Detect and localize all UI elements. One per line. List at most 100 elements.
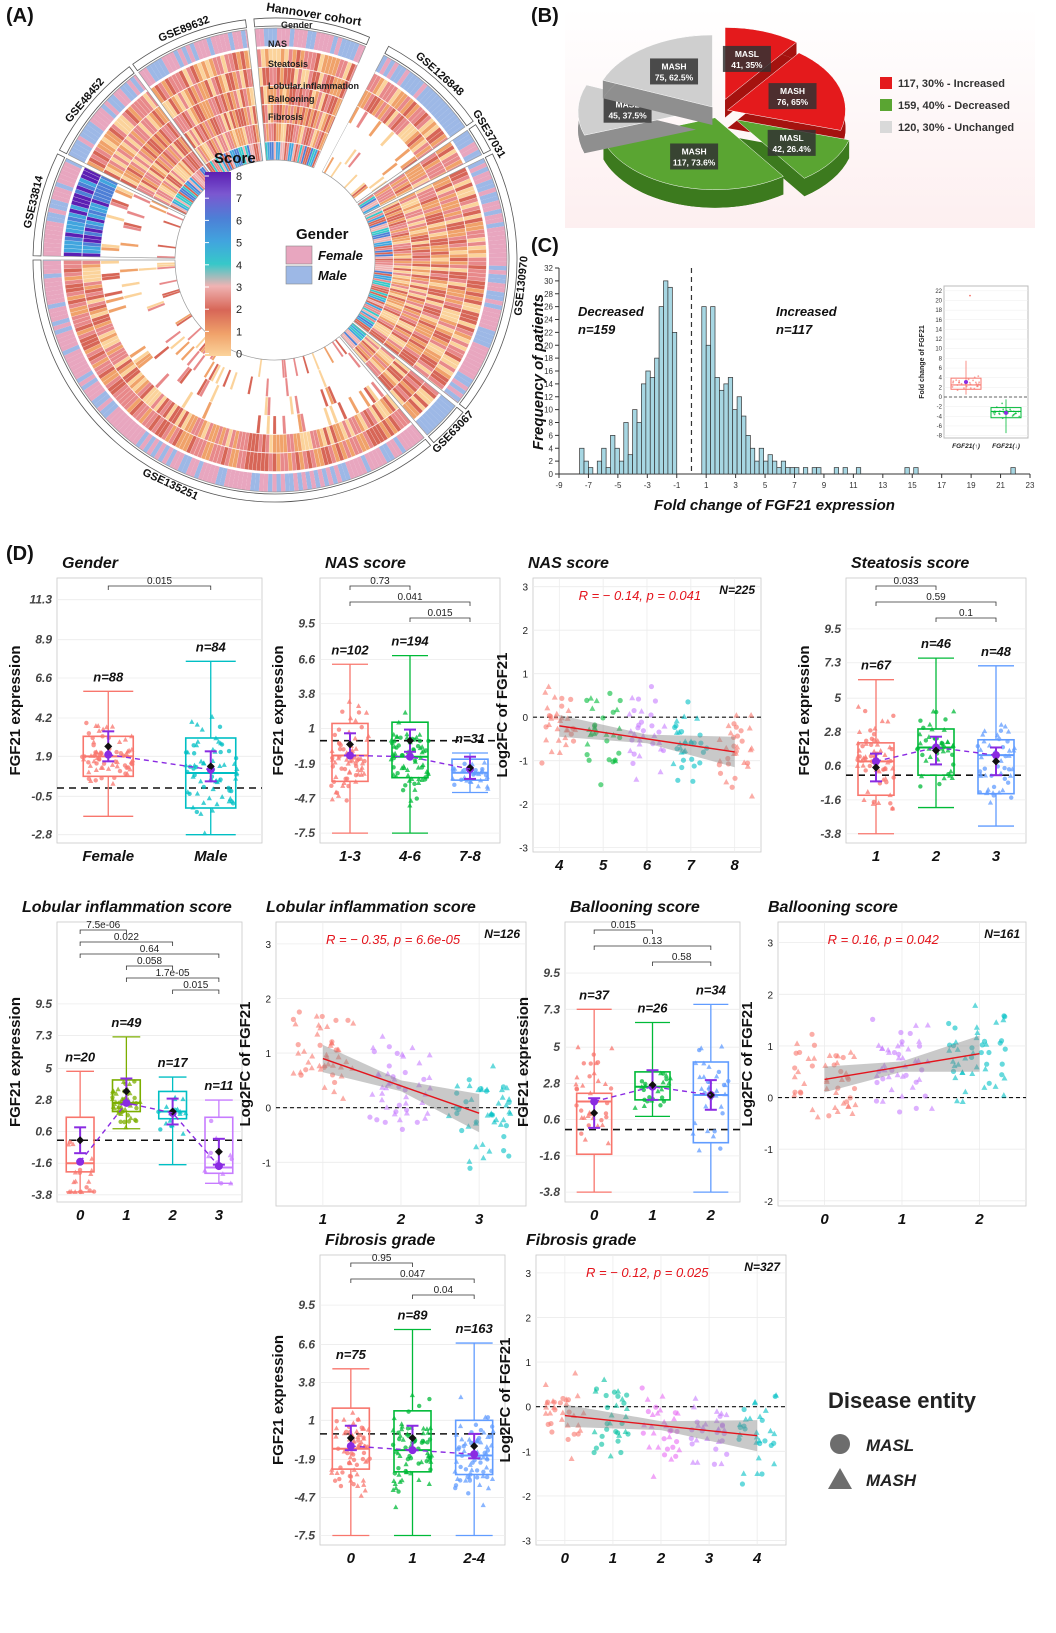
score-cell	[268, 434, 273, 453]
data-point	[792, 1065, 798, 1071]
data-point	[874, 1079, 880, 1086]
mash-triangle-icon	[828, 1468, 852, 1489]
inset-point	[952, 380, 955, 383]
gender-cell	[65, 352, 84, 364]
gender-cell	[268, 28, 273, 47]
gender-cell	[321, 467, 330, 487]
data-point	[652, 698, 659, 704]
histogram-bar	[601, 447, 607, 475]
data-point	[1001, 1013, 1007, 1019]
data-point	[332, 732, 338, 738]
data-point	[458, 1464, 463, 1470]
data-point	[608, 1086, 614, 1091]
x-tick-label: -1	[673, 481, 681, 490]
gender-cell	[486, 226, 506, 233]
histogram-bar	[645, 370, 651, 475]
data-point	[833, 1053, 839, 1059]
y-tick-label: 11.3	[30, 593, 53, 607]
data-point	[733, 724, 739, 730]
y-tick-label: 1	[308, 1413, 315, 1427]
data-point	[863, 768, 868, 773]
data-point	[543, 724, 549, 730]
gender-cell	[309, 31, 317, 50]
inset-frame	[943, 285, 1029, 439]
data-point	[680, 757, 687, 763]
y-tick-label: -3	[522, 1537, 531, 1548]
data-point	[354, 1462, 360, 1468]
x-tick-label: 5	[763, 481, 768, 490]
y-tick-label: 3	[522, 583, 528, 594]
cohort-label: GSE130970	[512, 255, 530, 316]
inset-point	[993, 413, 996, 416]
gender-cell	[444, 387, 462, 403]
x-axis-title: Fold change of FGF21 expression	[654, 497, 895, 514]
data-point	[720, 1111, 725, 1116]
gender-cell	[169, 450, 182, 469]
y-tick-label: -1.6	[31, 1156, 52, 1170]
gender-cell	[466, 352, 485, 365]
inset-y-tick: 4	[939, 376, 943, 382]
data-point	[907, 1030, 913, 1037]
data-point	[86, 731, 92, 736]
gender-cell	[403, 74, 418, 92]
gender-cell	[284, 473, 290, 492]
y-tick-label: 2	[522, 626, 528, 637]
gender-cell	[488, 248, 507, 254]
gender-cell	[181, 455, 193, 475]
score-cell	[273, 141, 277, 161]
gender-cell	[219, 467, 228, 487]
data-point	[453, 1485, 458, 1491]
track-label: Lobular.inflammation	[268, 81, 359, 91]
score-cell	[279, 434, 284, 453]
inset-point	[1002, 408, 1005, 411]
plot-1-box: NAS score -7.5 -4.7 -1.9 1 3.8 6.6 9.5 FGF21 exp…	[270, 555, 501, 865]
gender-cell	[392, 436, 407, 454]
score-cell	[272, 415, 277, 435]
cohort-sector-outline	[254, 27, 367, 169]
gender-cell	[223, 468, 232, 488]
y-tick-label: -1.9	[294, 1453, 315, 1467]
score-tick-label: 5	[236, 238, 242, 250]
x-tick-label: 1	[408, 1550, 416, 1567]
gender-cell	[202, 463, 212, 482]
score-cell	[272, 453, 277, 472]
data-point	[809, 1031, 815, 1037]
gender-cell	[301, 29, 309, 49]
y-tick-label: 3	[265, 940, 271, 951]
score-cell	[273, 359, 276, 379]
female-label: Female	[318, 248, 363, 263]
data-point	[565, 1436, 571, 1443]
data-point	[337, 746, 343, 752]
gender-cell	[385, 440, 399, 459]
gender-cell	[444, 117, 462, 133]
histogram-bar	[741, 415, 747, 475]
sample-size: N=161	[984, 927, 1020, 941]
inset-y-tick: -6	[937, 424, 943, 430]
y-tick-label: -1.6	[820, 793, 841, 807]
data-point	[918, 718, 923, 723]
x-tick-label: 7-8	[459, 848, 481, 865]
y-tick-label: 1	[265, 1049, 271, 1060]
y-tick-label: 1	[525, 1358, 531, 1369]
score-legend-title: Score	[214, 150, 256, 167]
score-cell	[275, 397, 280, 416]
data-point	[459, 1127, 465, 1134]
male-label: Male	[318, 268, 347, 283]
data-point	[598, 782, 604, 788]
gender-cell	[43, 251, 62, 257]
data-point	[762, 1438, 768, 1444]
data-point	[208, 1118, 214, 1124]
sample-size: N=327	[744, 1260, 781, 1274]
gender-cell	[415, 418, 431, 435]
histogram-bar	[588, 467, 594, 475]
gender-cell	[259, 28, 265, 47]
data-point	[396, 1489, 401, 1494]
gender-cell	[288, 473, 295, 492]
gender-cell	[150, 440, 164, 458]
data-point	[593, 1445, 599, 1451]
y-tick-label: -2.8	[31, 828, 52, 842]
gender-cell	[389, 438, 403, 457]
gender-cell	[356, 456, 368, 475]
gender-cell	[58, 337, 77, 348]
gender-cell	[467, 158, 486, 170]
